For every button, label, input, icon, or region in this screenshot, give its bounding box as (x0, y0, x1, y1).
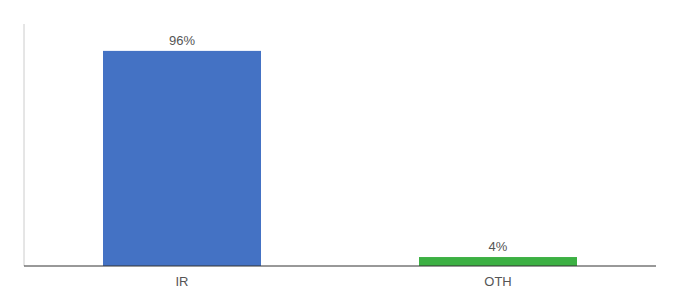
data-label: 96% (169, 33, 195, 48)
y-axis-line (24, 24, 25, 266)
x-tick-label: OTH (484, 274, 511, 289)
chart: 96% 4% IR OTH (0, 0, 680, 300)
bars (103, 51, 577, 266)
x-axis-line (24, 266, 656, 267)
bar (103, 51, 261, 266)
x-tick-label: IR (176, 274, 189, 289)
bar (419, 257, 577, 266)
chart-container: 96% 4% IR OTH (0, 0, 680, 300)
data-label: 4% (489, 239, 508, 254)
